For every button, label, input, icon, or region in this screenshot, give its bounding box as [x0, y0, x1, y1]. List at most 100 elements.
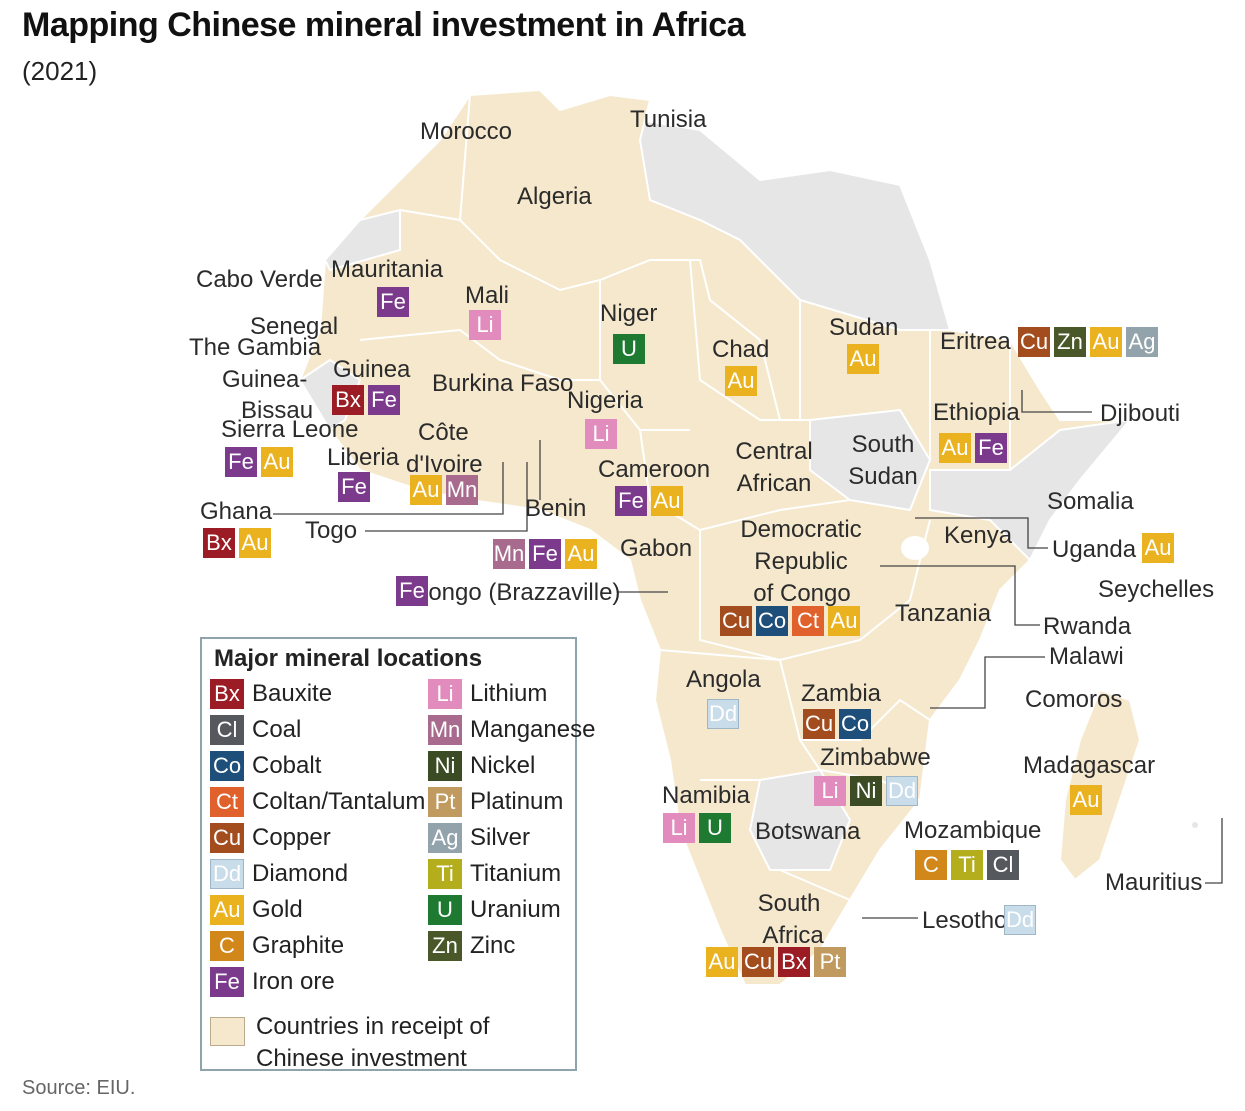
mineral-badge-gold: Au [210, 895, 244, 925]
mineral-badge-lithium: Li [814, 776, 846, 806]
mineral-badge-uranium: U [699, 813, 731, 843]
country-borders [359, 94, 1011, 901]
mineral-badge-coal: Cl [210, 715, 244, 745]
mineral-badge-lithium: Li [469, 310, 501, 340]
mineral-badge-silver: Ag [1126, 327, 1158, 357]
mineral-badge-iron-ore: Fe [368, 385, 400, 415]
mineral-badge-gold: Au [410, 475, 442, 505]
lake-victoria [901, 536, 929, 560]
mineral-badge-iron-ore: Fe [529, 539, 561, 569]
mineral-badge-iron-ore: Fe [975, 433, 1007, 463]
legend-item-zinc: Zn Zinc [428, 931, 515, 961]
country-label-malawi: Malawi [1049, 643, 1124, 670]
legend-item-label: Coal [252, 716, 302, 743]
badges-sierra-leone: Fe Au [225, 447, 293, 477]
badges-mali: Li [469, 310, 501, 340]
mineral-badge-lithium: Li [663, 813, 695, 843]
badges-uganda: Au [1142, 533, 1174, 563]
legend-item-label: Copper [252, 824, 331, 851]
mineral-badge-cobalt: Co [839, 709, 871, 739]
mineral-badge-diamond: Dd [707, 699, 739, 729]
mineral-badge-graphite: C [915, 850, 947, 880]
mineral-badge-titanium: Ti [428, 859, 462, 889]
mineral-badge-copper: Cu [720, 606, 752, 636]
mineral-badge-copper: Cu [1018, 327, 1050, 357]
legend-invested-label: Countries in receipt of Chinese investme… [256, 1011, 489, 1076]
mineral-badge-coltan-tantalum: Ct [210, 787, 244, 817]
mineral-badge-graphite: C [210, 931, 244, 961]
country-label-mauritania: Mauritania [331, 256, 444, 283]
country-label-mauritius: Mauritius [1105, 869, 1203, 896]
country-label-gabon: Gabon [620, 535, 693, 562]
mineral-badge-iron-ore: Fe [338, 472, 370, 502]
badges-mauritania: Fe [377, 287, 409, 317]
mineral-badge-uranium: U [428, 895, 462, 925]
legend-item-label: Graphite [252, 932, 345, 959]
country-label-nigeria: Nigeria [567, 387, 644, 414]
badges-namibia: Li U [663, 813, 731, 843]
legend-item-lithium: Li Lithium [428, 679, 547, 709]
legend: Major mineral locations Bx Bauxite Cl Coal C… [200, 637, 595, 1072]
region-south-sudan-grey [809, 408, 932, 512]
legend-item-label: Silver [470, 824, 531, 851]
chart-title: Mapping Chinese mineral investment in Af… [22, 6, 746, 44]
legend-item-copper: Cu Copper [210, 823, 331, 853]
mineral-badge-copper: Cu [210, 823, 244, 853]
legend-invested-swatch [210, 1017, 245, 1046]
country-label-sierra-leone: Sierra Leone [221, 416, 359, 443]
mineral-badge-iron-ore: Fe [615, 486, 647, 516]
region-horn-grey [929, 418, 1133, 562]
country-label-the-gambia: The Gambia [189, 334, 322, 361]
legend-item-label: Cobalt [252, 752, 322, 779]
legend-item-diamond: Dd Diamond [210, 859, 348, 889]
mineral-badge-gold: Au [565, 539, 597, 569]
country-label-ethiopia: Ethiopia [933, 399, 1020, 426]
mineral-badge-iron-ore: Fe [210, 967, 244, 997]
country-label-burkina-faso: Burkina Faso [432, 370, 574, 397]
mineral-badge-bauxite: Bx [203, 528, 235, 558]
mineral-badge-zinc: Zn [428, 931, 462, 961]
mineral-badge-coal: Cl [987, 850, 1019, 880]
legend-item-gold: Au Gold [210, 895, 303, 925]
country-label-angola: Angola [686, 666, 761, 693]
legend-item-label: Coltan/Tantalum [252, 788, 426, 815]
country-label-drc-1: Democratic [740, 516, 862, 543]
mineral-badge-diamond: Dd [886, 776, 918, 806]
badges-eritrea: Cu Zn Au Ag [1018, 327, 1158, 357]
mineral-badge-nickel: Ni [850, 776, 882, 806]
badges-nigeria: Li [585, 419, 617, 449]
country-label-central: Central [735, 438, 813, 465]
mineral-badge-copper: Cu [742, 947, 774, 977]
country-label-liberia: Liberia [327, 444, 400, 471]
country-label-south-africa-2: Africa [762, 922, 824, 949]
badges-sudan: Au [847, 344, 879, 374]
country-label-chad: Chad [712, 336, 770, 363]
legend-item-label: Uranium [470, 896, 561, 923]
legend-item-label: Platinum [470, 788, 564, 815]
chart-subtitle: (2021) [22, 56, 98, 86]
country-label-mozambique: Mozambique [904, 817, 1042, 844]
country-label-guinea-bissau-1: Guinea- [222, 366, 308, 393]
country-label-rwanda: Rwanda [1043, 613, 1132, 640]
badges-lesotho: Dd [1004, 905, 1036, 935]
country-label-madagascar: Madagascar [1023, 752, 1156, 779]
country-label-guinea: Guinea [333, 356, 411, 383]
country-label-south-sudan-1: South [851, 431, 915, 458]
legend-item-label: Diamond [252, 860, 349, 887]
country-label-lesotho: Lesotho [922, 907, 1008, 934]
country-label-sudan: Sudan [829, 314, 899, 341]
mineral-badge-gold: Au [1090, 327, 1122, 357]
mineral-badge-coltan-tantalum: Ct [792, 606, 824, 636]
mineral-badge-manganese: Mn [493, 539, 525, 569]
badges-congo-brazzaville: Fe [396, 576, 428, 606]
country-label-morocco: Morocco [420, 118, 513, 145]
country-label-cabo-verde: Cabo Verde [196, 266, 323, 293]
legend-item-label: Gold [252, 896, 303, 923]
country-label-cameroon: Cameroon [598, 456, 711, 483]
mineral-badge-gold: Au [847, 344, 879, 374]
seychelles-dot [1192, 822, 1198, 828]
mineral-badge-manganese: Mn [428, 715, 462, 745]
mineral-badge-titanium: Ti [951, 850, 983, 880]
country-label-ghana: Ghana [200, 498, 273, 525]
mineral-badge-gold: Au [651, 486, 683, 516]
